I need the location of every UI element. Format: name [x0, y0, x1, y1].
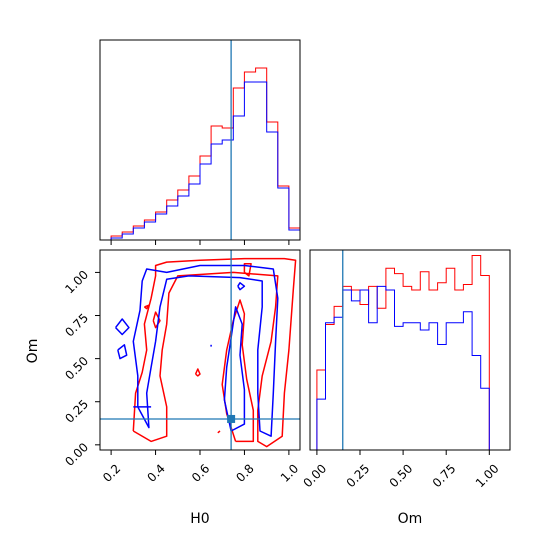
h0-marginal-frame [99, 39, 301, 241]
contour-island-3 [152, 311, 161, 329]
h0-histogram-series-2 [110, 81, 301, 240]
contour-island-4 [143, 304, 150, 310]
joint-frame [99, 249, 301, 451]
contour-island-9 [115, 318, 130, 336]
h0-histograms [110, 67, 301, 240]
contour-outer-7 [132, 264, 279, 437]
h0-marginal-panel [99, 39, 301, 245]
joint-truth-point [227, 414, 236, 423]
y-axis-label-om: Om [25, 339, 41, 364]
contour-outer-1 [132, 257, 297, 448]
contour-segment-3 [217, 430, 221, 434]
contour-inner-2 [221, 299, 255, 443]
h0-marginal-ticks [110, 240, 290, 245]
contour-inner-8 [223, 306, 246, 432]
h0-histogram-series-1 [110, 67, 301, 240]
om-marginal-frame [309, 249, 511, 451]
contour-island-6 [243, 263, 252, 277]
joint-contours [115, 257, 297, 448]
x-axis-label-h0: H0 [190, 511, 209, 527]
contour-island-11 [237, 282, 246, 291]
contour-island-5 [194, 368, 201, 377]
joint-panel: 0.2 0.4 0.6 0.8 1.00.000.250.500.751.00 H0 O… [25, 249, 301, 527]
joint-truth-marker [100, 250, 300, 450]
x-axis-label-om: Om [398, 511, 423, 527]
contour-island-10 [117, 344, 128, 360]
